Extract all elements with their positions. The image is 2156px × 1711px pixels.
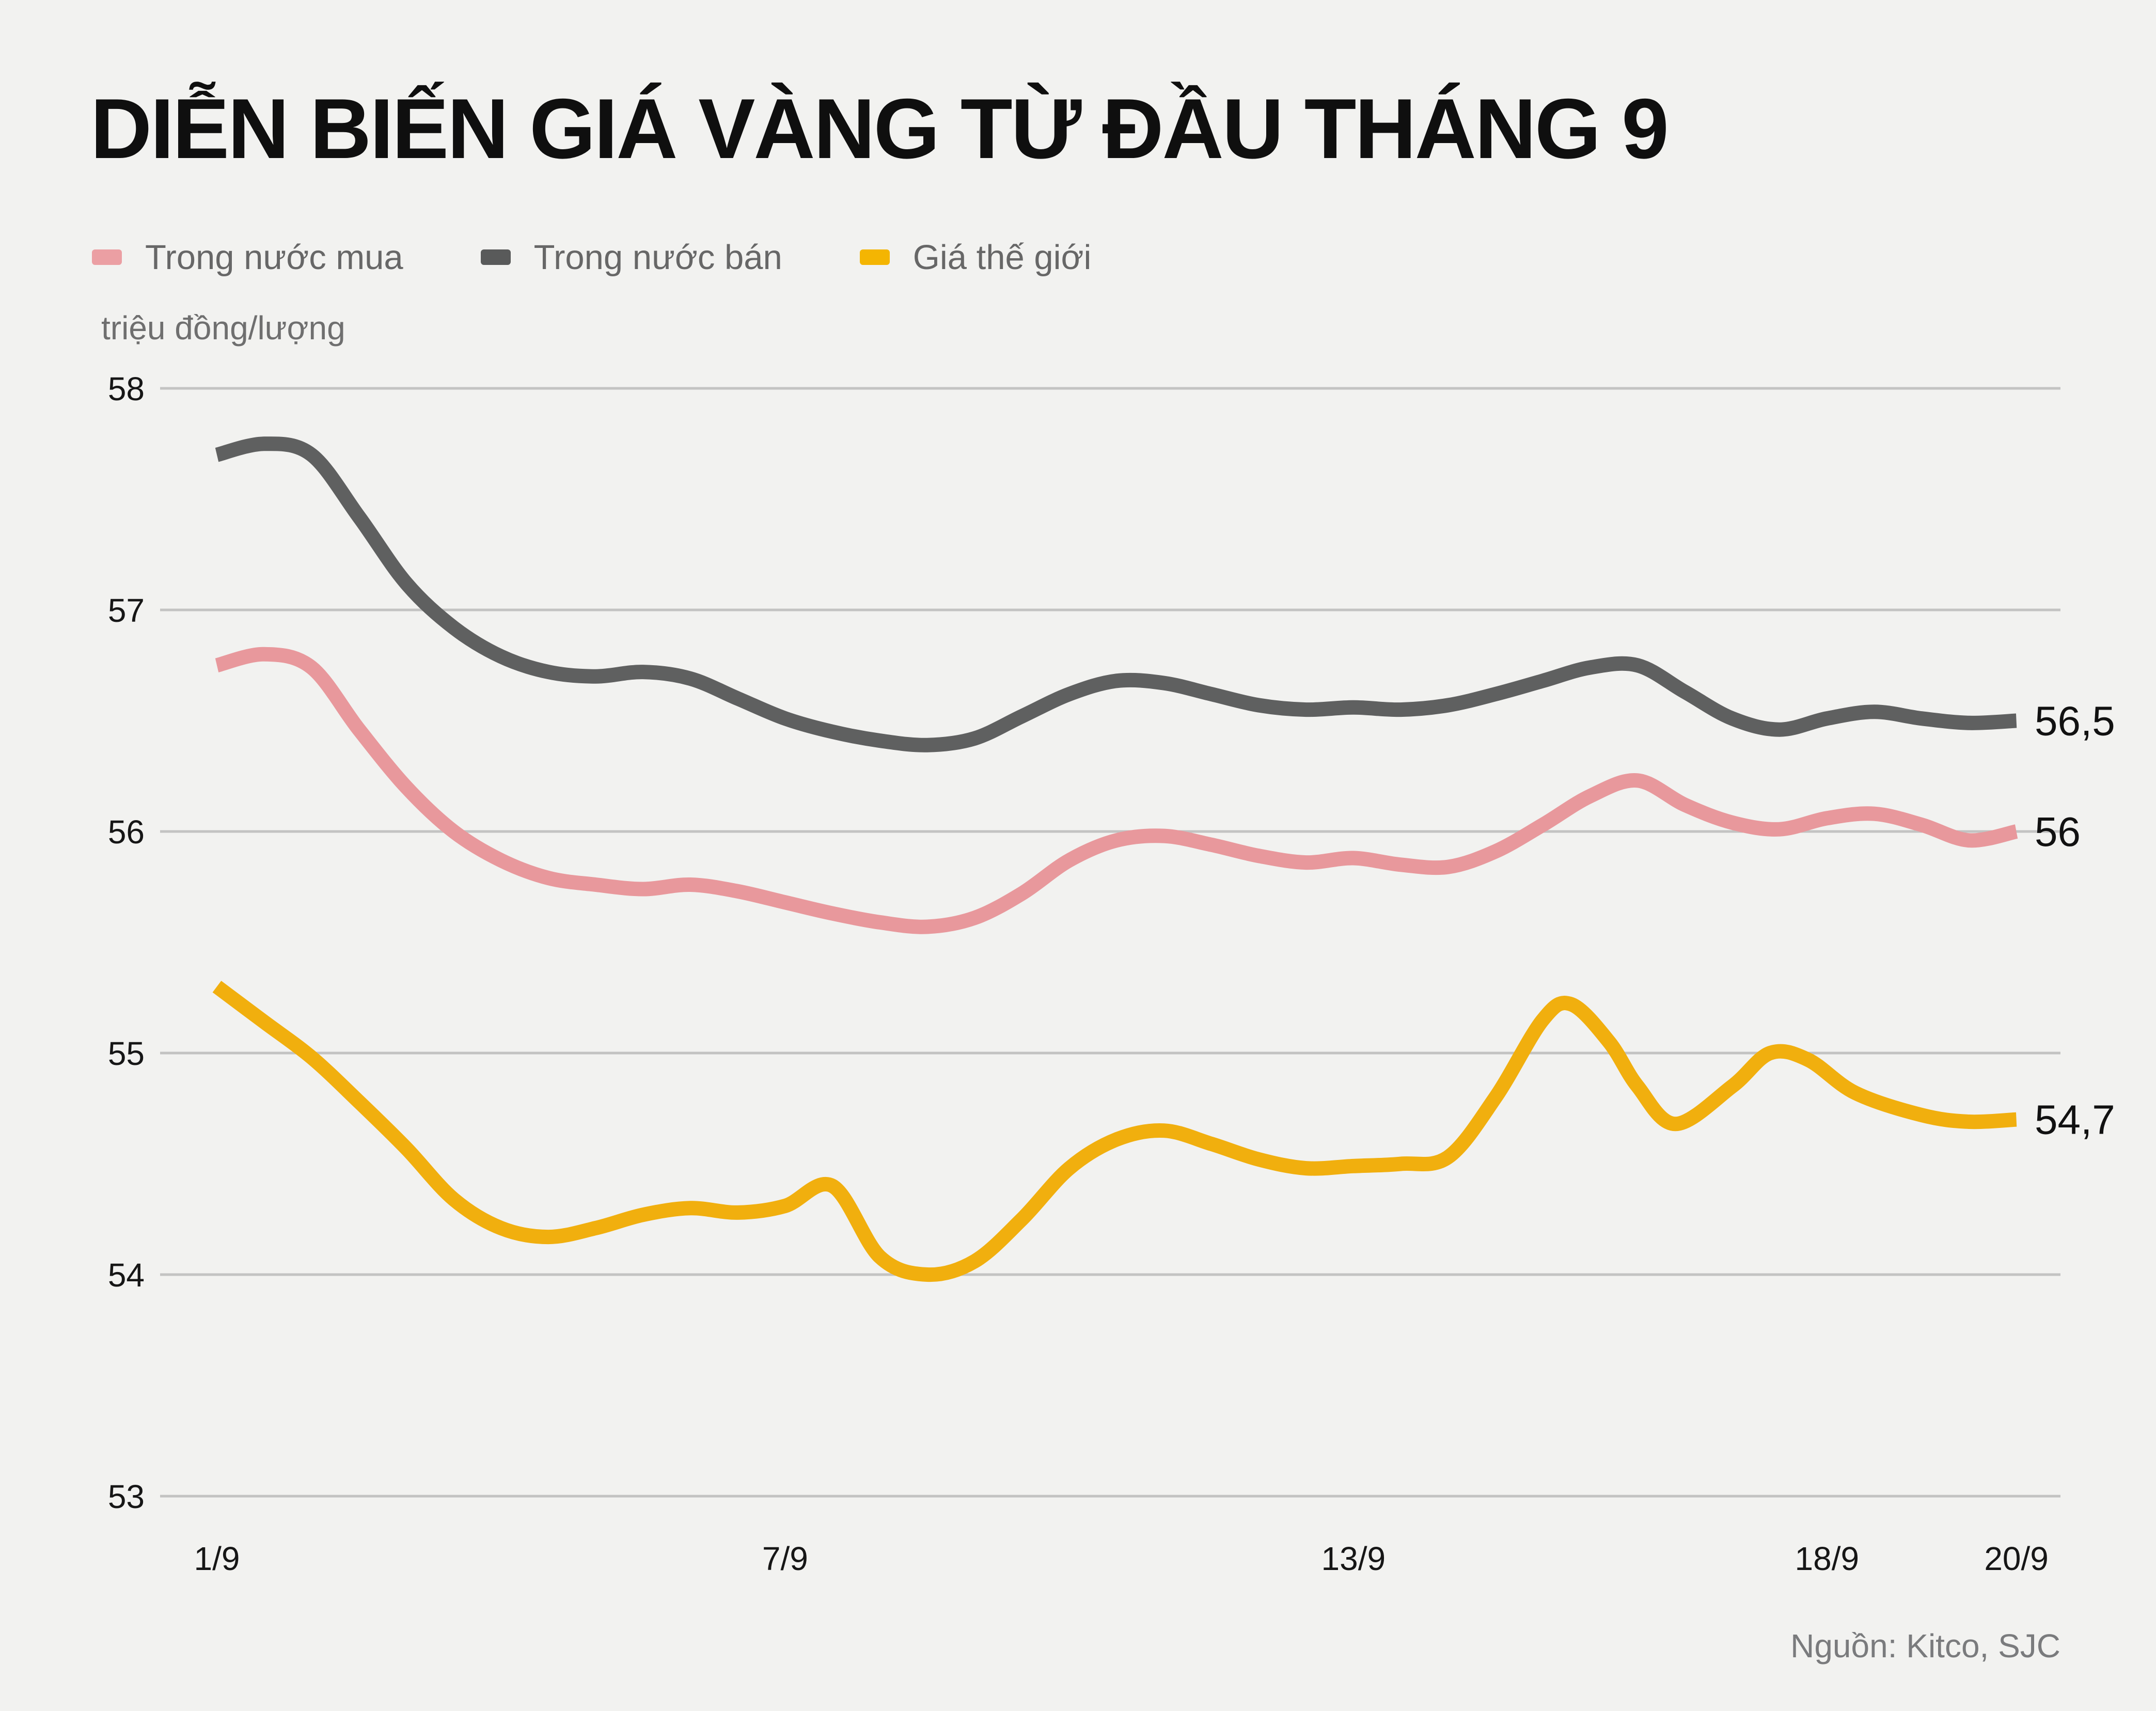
legend-label: Trong nước bán	[533, 238, 782, 277]
series-end-label-trong-nuoc-ban: 56,5	[2035, 698, 2115, 744]
y-tick-label: 58	[108, 370, 145, 407]
legend-label: Trong nước mua	[145, 238, 403, 277]
source-note: Nguồn: Kitco, SJC	[1790, 1627, 2060, 1665]
legend-swatch-mua-icon	[92, 249, 122, 265]
y-tick-label: 57	[108, 592, 145, 629]
legend-item-gia-the-gioi: Giá thế giới	[859, 231, 1092, 283]
line-trong-nuoc-mua	[215, 647, 2018, 934]
y-tick-label: 55	[108, 1035, 145, 1072]
line-trong-nuoc-ban	[215, 436, 2017, 752]
x-tick-label: 13/9	[1321, 1540, 1386, 1577]
chart-title: DIỄN BIẾN GIÁ VÀNG TỪ ĐẦU THÁNG 9	[90, 81, 1669, 176]
x-tick-label: 18/9	[1795, 1540, 1860, 1577]
x-tick-label: 7/9	[762, 1540, 808, 1577]
series-end-label-trong-nuoc-mua: 56	[2035, 809, 2081, 855]
x-tick-label: 1/9	[194, 1540, 240, 1577]
y-tick-label: 54	[108, 1257, 145, 1294]
y-tick-label: 56	[108, 813, 145, 851]
legend-item-trong-nuoc-mua: Trong nước mua	[92, 231, 403, 283]
legend: Trong nước mua Trong nước bán Giá thế gi…	[92, 231, 1091, 283]
legend-swatch-ban-icon	[480, 249, 511, 265]
series-end-label-gia-the-gioi: 54,7	[2035, 1097, 2115, 1143]
legend-label: Giá thế giới	[912, 238, 1092, 277]
line-gia-the-gioi	[212, 981, 2017, 1282]
y-tick-label: 53	[108, 1478, 145, 1515]
legend-item-trong-nuoc-ban: Trong nước bán	[480, 231, 782, 283]
y-axis-unit-label: triệu đồng/lượng	[101, 309, 345, 347]
legend-swatch-the-gioi-icon	[859, 249, 890, 265]
x-tick-label: 20/9	[1984, 1540, 2049, 1577]
